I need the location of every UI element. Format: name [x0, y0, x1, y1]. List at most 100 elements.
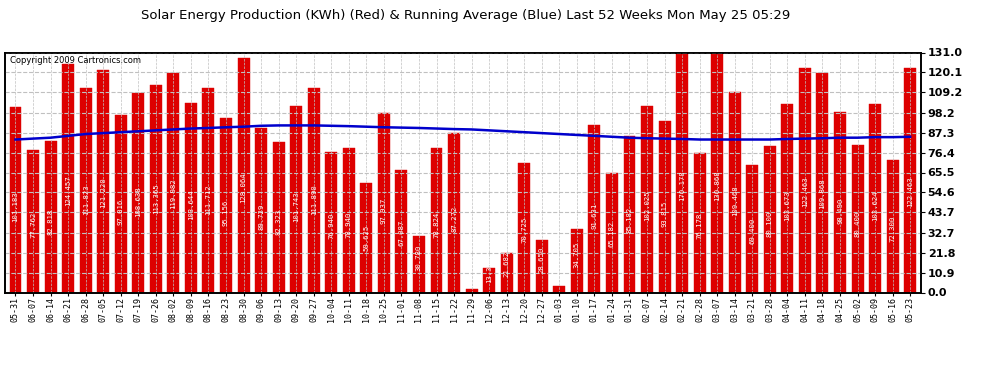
Bar	[465, 290, 477, 292]
Text: 130.868: 130.868	[714, 171, 720, 201]
Bar	[395, 170, 408, 292]
Bar	[10, 107, 22, 292]
Text: Copyright 2009 Cartronics.com: Copyright 2009 Cartronics.com	[10, 56, 141, 65]
Text: Solar Energy Production (KWh) (Red) & Running Average (Blue) Last 52 Weeks Mon M: Solar Energy Production (KWh) (Red) & Ru…	[141, 9, 790, 22]
Bar	[904, 68, 916, 292]
Text: 97.016: 97.016	[118, 199, 124, 225]
Text: 98.490: 98.490	[837, 198, 843, 224]
Bar	[799, 68, 811, 292]
Text: 30.780: 30.780	[416, 245, 422, 271]
Text: 103.644: 103.644	[188, 190, 194, 220]
Bar	[658, 121, 670, 292]
Text: 82.323: 82.323	[275, 209, 281, 235]
Text: 108.638: 108.638	[136, 186, 142, 217]
Bar	[255, 128, 267, 292]
Text: 85.182: 85.182	[627, 207, 633, 233]
Bar	[431, 148, 443, 292]
Text: 89.729: 89.729	[258, 204, 264, 230]
Bar	[97, 70, 109, 292]
Bar	[834, 112, 846, 292]
Text: 119.982: 119.982	[170, 178, 176, 209]
Text: 21.682: 21.682	[504, 251, 510, 278]
Bar	[185, 103, 197, 292]
Bar	[676, 53, 688, 292]
Text: 122.463: 122.463	[907, 177, 913, 207]
Text: 91.631: 91.631	[591, 202, 597, 229]
Text: 128.064: 128.064	[241, 173, 247, 203]
Text: 80.400: 80.400	[854, 210, 860, 237]
Bar	[326, 152, 338, 292]
Text: 78.940: 78.940	[346, 211, 351, 238]
Bar	[45, 141, 56, 292]
Text: 102.673: 102.673	[784, 190, 790, 221]
Text: 28.650: 28.650	[539, 246, 545, 273]
Bar	[851, 145, 863, 292]
Bar	[167, 73, 179, 292]
Text: 102.025: 102.025	[644, 191, 650, 222]
Bar	[149, 85, 161, 292]
Bar	[624, 136, 636, 292]
Bar	[746, 165, 758, 292]
Bar	[711, 53, 723, 292]
Bar	[588, 124, 600, 292]
Text: 82.818: 82.818	[48, 209, 53, 235]
Bar	[887, 160, 899, 292]
Bar	[343, 148, 354, 292]
Text: 111.890: 111.890	[311, 184, 317, 214]
Bar	[817, 73, 829, 292]
Text: 109.868: 109.868	[820, 178, 826, 209]
Bar	[220, 118, 232, 292]
Text: 111.823: 111.823	[82, 184, 89, 214]
Text: 76.178: 76.178	[697, 213, 703, 240]
Text: 95.156: 95.156	[223, 200, 229, 226]
Bar	[27, 150, 39, 292]
Text: 124.457: 124.457	[65, 175, 71, 206]
Text: 170.178: 170.178	[679, 171, 685, 201]
Text: 93.815: 93.815	[661, 201, 667, 227]
Text: 101.183: 101.183	[13, 191, 19, 222]
Bar	[448, 133, 460, 292]
Text: 34.705: 34.705	[574, 242, 580, 268]
Bar	[272, 142, 284, 292]
Bar	[203, 88, 215, 292]
Bar	[115, 115, 127, 292]
Text: 87.272: 87.272	[451, 206, 457, 232]
Text: 72.300: 72.300	[890, 216, 896, 242]
Bar	[378, 113, 390, 292]
Text: 59.625: 59.625	[363, 225, 369, 251]
Text: 69.400: 69.400	[749, 218, 755, 244]
Bar	[869, 105, 881, 292]
Text: 101.743: 101.743	[293, 191, 299, 222]
Text: 67.087: 67.087	[398, 219, 405, 246]
Text: 113.365: 113.365	[152, 183, 158, 214]
Bar	[606, 173, 618, 292]
Bar	[553, 286, 565, 292]
Bar	[694, 153, 706, 292]
Text: 109.468: 109.468	[732, 186, 738, 216]
Bar	[360, 183, 372, 292]
Text: 121.220: 121.220	[100, 177, 106, 208]
Bar	[238, 58, 249, 292]
Text: 78.824: 78.824	[434, 211, 440, 238]
Bar	[413, 236, 425, 292]
Bar	[781, 104, 793, 292]
Text: 65.182: 65.182	[609, 221, 615, 247]
Bar	[79, 88, 92, 292]
Text: 80.100: 80.100	[767, 210, 773, 237]
Bar	[571, 229, 583, 292]
Bar	[729, 92, 741, 292]
Bar	[764, 146, 776, 292]
Bar	[483, 268, 495, 292]
Bar	[290, 106, 302, 292]
Bar	[308, 87, 320, 292]
Bar	[642, 106, 653, 292]
Text: 13.388: 13.388	[486, 257, 492, 283]
Text: 70.725: 70.725	[521, 217, 528, 243]
Bar	[62, 64, 74, 292]
Bar	[133, 93, 145, 292]
Text: 122.463: 122.463	[802, 177, 808, 207]
Bar	[536, 240, 547, 292]
Text: 97.937: 97.937	[381, 198, 387, 224]
Text: 111.712: 111.712	[206, 184, 212, 215]
Bar	[518, 163, 531, 292]
